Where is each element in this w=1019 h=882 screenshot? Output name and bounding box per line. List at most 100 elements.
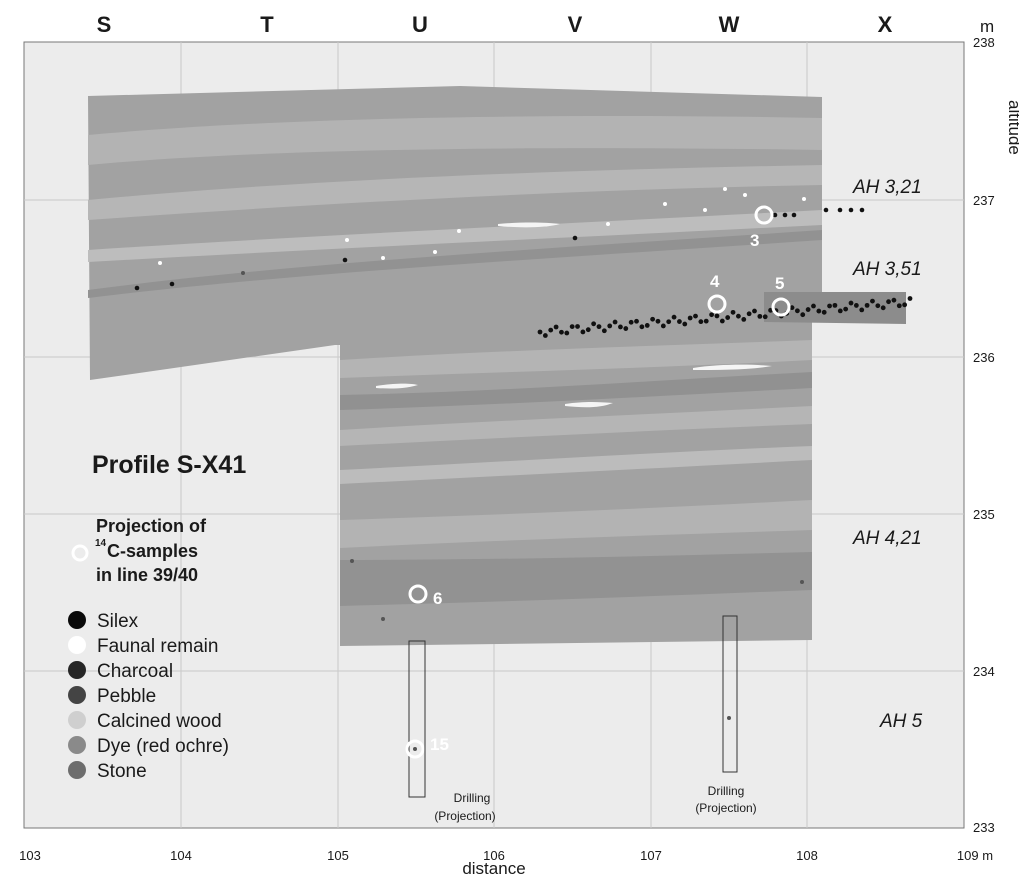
find-dot [169, 281, 175, 287]
find-dot [666, 319, 672, 325]
legend-label-stone: Stone [97, 761, 147, 782]
projection-sample-icon [71, 544, 89, 562]
find-dot [752, 308, 757, 314]
find-dot [569, 324, 575, 329]
find-dot [350, 559, 354, 563]
top-unit-label: m [980, 17, 994, 36]
find-dot [714, 313, 720, 319]
find-dot [719, 318, 725, 324]
find-dot [837, 308, 843, 314]
find-dot [628, 319, 634, 325]
c14-samples [405, 205, 791, 759]
find-dot [575, 324, 580, 329]
find-dot [757, 313, 763, 319]
y-tick-235: 235 [973, 507, 995, 522]
find-dot [875, 303, 881, 309]
altitude-axis-label: altitude [1005, 100, 1019, 155]
find-dot [537, 329, 543, 335]
projection-superscript: 14 [95, 538, 107, 549]
find-dot [791, 212, 797, 218]
drilling-label-left-1: Drilling [454, 791, 491, 805]
find-dot [886, 299, 891, 305]
find-dot [687, 315, 693, 321]
legend-label-pebble: Pebble [97, 686, 156, 707]
find-dot [848, 300, 854, 306]
find-dot [585, 327, 591, 333]
find-dot [727, 716, 731, 720]
find-dot [891, 297, 897, 303]
x-tick-105: 105 [327, 848, 349, 863]
legend-label-silex: Silex [97, 611, 139, 632]
sample-label-4: 4 [710, 272, 720, 291]
find-dot [703, 318, 709, 324]
find-dot [342, 257, 348, 263]
column-letter-s: S [97, 12, 112, 37]
projection-line-2: C-samples [107, 541, 198, 561]
column-letter-v: V [568, 12, 583, 37]
drilling-label-left-2: (Projection) [434, 809, 495, 823]
y-tick-234: 234 [973, 664, 995, 679]
find-dot [811, 303, 816, 309]
find-dot [870, 298, 875, 304]
find-dot [805, 307, 811, 312]
find-dot [907, 296, 913, 301]
find-dot [655, 318, 661, 324]
find-dot [618, 324, 623, 330]
layer-label-ah421: AH 4,21 [852, 528, 922, 549]
find-dot [837, 207, 843, 213]
projection-line-3: in line 39/40 [96, 565, 198, 585]
find-dot [134, 285, 140, 291]
find-dot [741, 317, 747, 322]
legend-swatch-dye [68, 736, 86, 754]
find-dot [433, 250, 437, 254]
legend-swatch-silex [68, 611, 86, 629]
find-dot [848, 207, 854, 213]
sample-circle-5 [771, 297, 791, 317]
find-dot [693, 313, 698, 319]
x-tick-104: 104 [170, 848, 192, 863]
y-ticks: 238 237 236 235 234 233 [973, 35, 995, 835]
find-dot [623, 326, 629, 331]
projection-line-1: Projection of [96, 516, 207, 536]
layer-label-ah321: AH 3,21 [852, 177, 922, 198]
sample-label-3: 3 [750, 231, 759, 250]
find-dot [743, 193, 747, 197]
find-dot [762, 314, 768, 320]
find-dot [896, 303, 902, 309]
find-dot [853, 303, 859, 308]
legend-swatch-calcined-wood [68, 711, 86, 729]
x-tick-103: 103 [19, 848, 41, 863]
x-ticks: 103 104 105 106 107 108 109 m [19, 848, 993, 863]
find-dot [823, 207, 829, 213]
drilling-core-right [722, 615, 738, 773]
find-dot [772, 212, 778, 218]
sample-circle-6 [408, 584, 428, 604]
find-dot [381, 617, 385, 621]
legend-swatch-faunal-remain [68, 636, 86, 654]
find-dot [548, 327, 554, 333]
legend-label-faunal-remain: Faunal remain [97, 636, 218, 657]
column-letters: S T U V W X [97, 12, 893, 37]
find-dot [634, 318, 639, 324]
find-dot [703, 208, 707, 212]
find-dot [671, 314, 677, 320]
y-tick-237: 237 [973, 193, 995, 208]
profile-title: Profile S-X41 [92, 451, 246, 479]
legend: Silex Faunal remain Charcoal Pebble Calc… [68, 611, 229, 782]
column-letter-x: X [878, 12, 893, 37]
find-dot [800, 580, 804, 584]
find-dot [880, 305, 886, 311]
find-dot [591, 321, 597, 327]
find-dot [639, 324, 645, 330]
x-tick-107: 107 [640, 848, 662, 863]
find-dot [572, 235, 578, 241]
find-dot [723, 187, 727, 191]
find-dot [832, 302, 838, 308]
find-dot [816, 308, 822, 314]
legend-label-calcined-wood: Calcined wood [97, 711, 222, 732]
find-dot [698, 319, 704, 325]
find-dot [542, 333, 548, 338]
find-dot [564, 330, 570, 336]
find-dot [730, 309, 736, 315]
